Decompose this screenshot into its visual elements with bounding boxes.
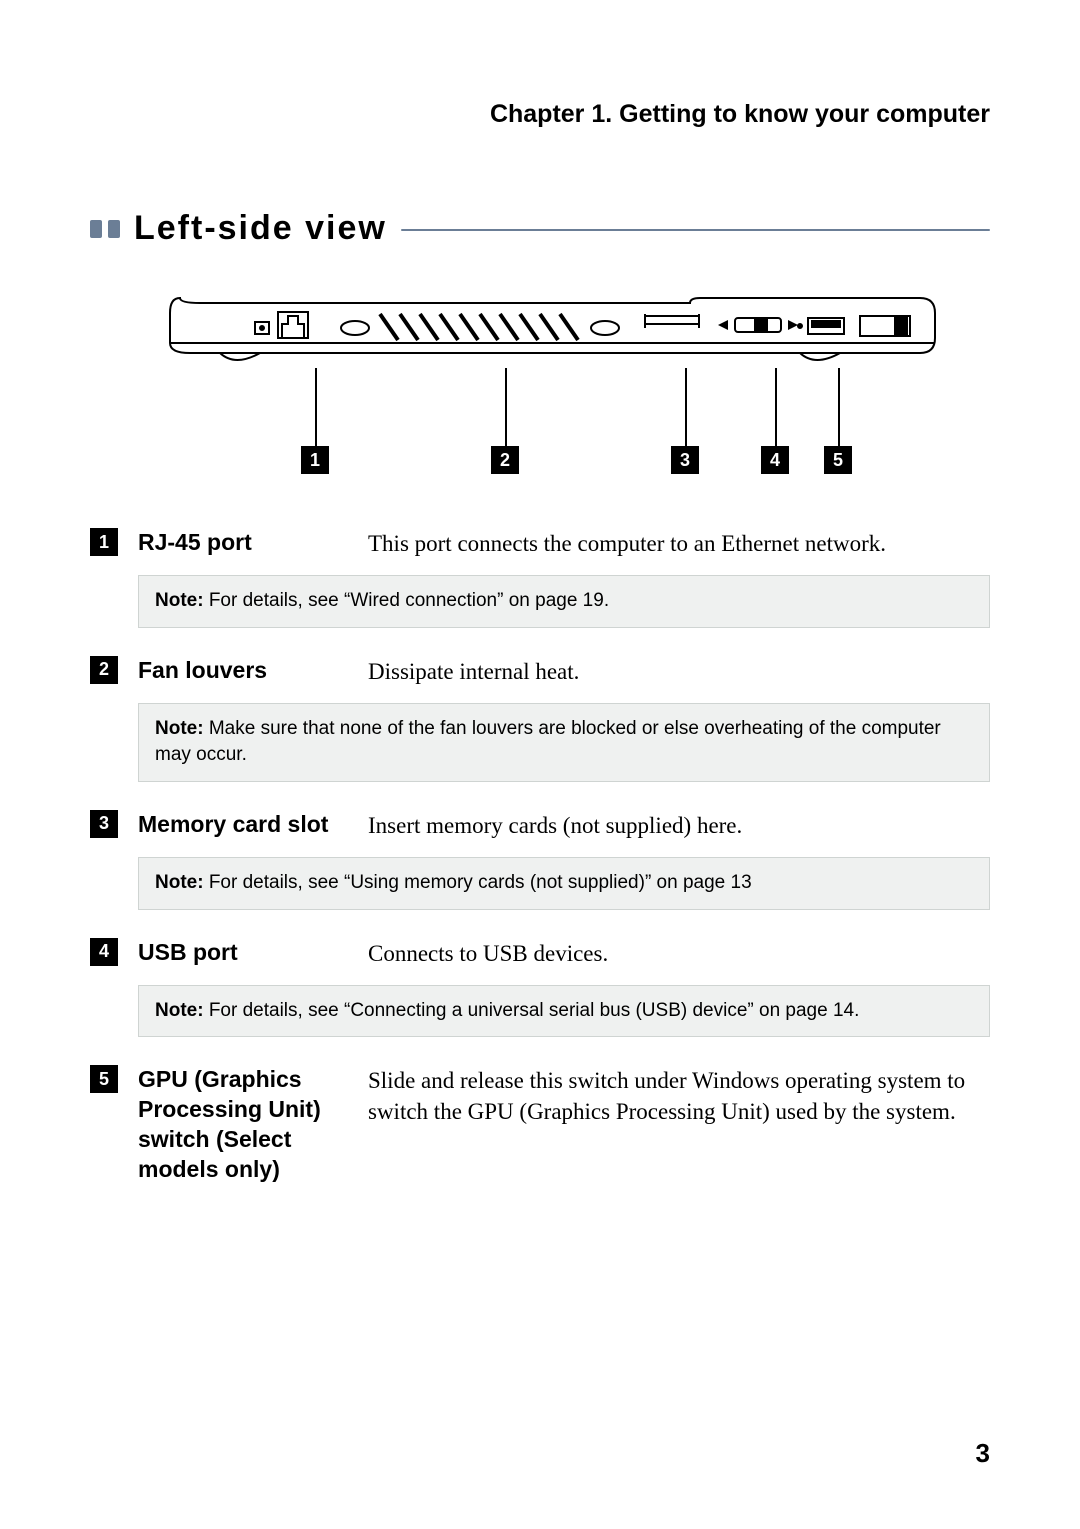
- item-number: 4: [90, 938, 118, 966]
- callout-leader: [505, 368, 507, 446]
- laptop-side-icon: [160, 288, 940, 378]
- item-term: USB port: [138, 938, 368, 968]
- note-box: Note: For details, see “Wired connection…: [138, 575, 990, 628]
- left-side-diagram: 1 2 3 4 5: [160, 288, 990, 478]
- item-number: 2: [90, 656, 118, 684]
- note-label: Note:: [155, 718, 209, 739]
- port-item: 5 GPU (Graphics Processing Unit) switch (…: [90, 1065, 990, 1185]
- item-number: 1: [90, 528, 118, 556]
- note-box: Note: For details, see “Using memory car…: [138, 857, 990, 910]
- callout-marker: 3: [671, 446, 699, 474]
- note-text: For details, see “Connecting a universal…: [209, 1000, 860, 1021]
- port-item: 4 USB portConnects to USB devices.: [90, 938, 990, 969]
- item-description: Dissipate internal heat.: [368, 656, 990, 687]
- port-item: 2 Fan louversDissipate internal heat.: [90, 656, 990, 687]
- callout-marker: 2: [491, 446, 519, 474]
- bullet-icon: [90, 220, 102, 238]
- note-label: Note:: [155, 1000, 209, 1021]
- callout-leader: [685, 368, 687, 446]
- note-text: For details, see “Wired connection” on p…: [209, 590, 609, 611]
- chapter-title: Chapter 1. Getting to know your computer: [90, 100, 990, 129]
- section-bullets-icon: [90, 220, 120, 238]
- item-description: Slide and release this switch under Wind…: [368, 1065, 990, 1127]
- item-number: 5: [90, 1065, 118, 1093]
- item-term: Fan louvers: [138, 656, 368, 686]
- port-item: 1 RJ-45 portThis port connects the comput…: [90, 528, 990, 559]
- section-rule: [401, 229, 990, 231]
- callout-marker: 4: [761, 446, 789, 474]
- section-title: Left-side view: [134, 209, 387, 248]
- item-description: Connects to USB devices.: [368, 938, 990, 969]
- callout-markers: 1 2 3 4 5: [160, 368, 990, 478]
- item-number: 3: [90, 810, 118, 838]
- item-term: Memory card slot: [138, 810, 368, 840]
- note-box: Note: Make sure that none of the fan lou…: [138, 703, 990, 782]
- callout-marker: 5: [824, 446, 852, 474]
- port-list: 1 RJ-45 portThis port connects the comput…: [90, 528, 990, 1185]
- callout-marker: 1: [301, 446, 329, 474]
- bullet-icon: [108, 220, 120, 238]
- note-text: Make sure that none of the fan louvers a…: [155, 718, 941, 766]
- item-term: GPU (Graphics Processing Unit) switch (S…: [138, 1065, 368, 1185]
- page-number: 3: [976, 1438, 990, 1469]
- note-box: Note: For details, see “Connecting a uni…: [138, 985, 990, 1038]
- note-label: Note:: [155, 590, 209, 611]
- port-item: 3 Memory card slotInsert memory cards (no…: [90, 810, 990, 841]
- item-term: RJ-45 port: [138, 528, 368, 558]
- item-description: Insert memory cards (not supplied) here.: [368, 810, 990, 841]
- callout-leader: [775, 368, 777, 446]
- section-heading: Left-side view: [90, 209, 990, 248]
- callout-leader: [838, 368, 840, 446]
- note-label: Note:: [155, 872, 209, 893]
- callout-leader: [315, 368, 317, 446]
- note-text: For details, see “Using memory cards (no…: [209, 872, 752, 893]
- item-description: This port connects the computer to an Et…: [368, 528, 990, 559]
- page: Chapter 1. Getting to know your computer…: [0, 0, 1080, 1529]
